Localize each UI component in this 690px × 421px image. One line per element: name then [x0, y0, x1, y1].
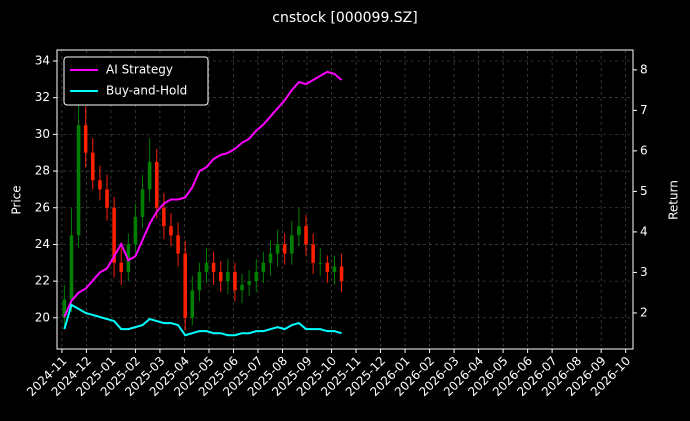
- candle-body: [226, 271, 230, 282]
- y2-tick-label: 2: [640, 305, 648, 319]
- y2-tick-label: 7: [640, 103, 648, 117]
- y-tick-label: 32: [35, 90, 50, 104]
- y-tick-label: 28: [35, 164, 50, 178]
- y-axis-label: Price: [10, 185, 24, 214]
- candle-body: [261, 262, 266, 272]
- candle-body: [211, 262, 216, 272]
- candle-body: [62, 299, 67, 318]
- candle-body: [304, 226, 308, 245]
- candle-body: [147, 161, 152, 190]
- y-tick-label: 30: [35, 127, 50, 141]
- candle-body: [133, 216, 138, 245]
- candle-body: [162, 207, 166, 227]
- legend-label: AI Strategy: [106, 63, 173, 77]
- y-tick-label: 24: [35, 237, 50, 251]
- y2-tick-label: 5: [640, 184, 648, 198]
- candle-body: [176, 235, 180, 254]
- candle-body: [169, 226, 173, 236]
- candle-body: [240, 284, 244, 291]
- candle-body: [311, 244, 315, 263]
- candle-body: [183, 253, 187, 318]
- candle-body: [233, 271, 237, 291]
- candle-body: [91, 152, 95, 181]
- chart-title: cnstock [000099.SZ]: [272, 10, 417, 26]
- candle-body: [69, 235, 74, 300]
- y2-axis-label: Return: [667, 180, 681, 220]
- candle-body: [83, 125, 88, 153]
- candle-body: [332, 266, 337, 272]
- y-tick-label: 22: [35, 274, 50, 288]
- candle-body: [190, 290, 195, 318]
- y2-tick-label: 4: [640, 224, 648, 238]
- candle-body: [247, 281, 251, 285]
- plot-frame: [56, 49, 634, 350]
- candle-body: [339, 266, 344, 282]
- candle-body: [119, 262, 123, 272]
- y2-tick-label: 6: [640, 143, 648, 157]
- series-line: [63, 303, 342, 337]
- candle-body: [290, 235, 294, 254]
- candle-body: [105, 189, 109, 208]
- candle-body: [112, 207, 116, 263]
- candle-body: [76, 125, 81, 236]
- candle-body: [197, 271, 202, 291]
- candle-body: [98, 180, 102, 190]
- series-line: [63, 70, 343, 318]
- candle-body: [254, 271, 259, 282]
- candle-body: [297, 226, 301, 236]
- candle-body: [275, 244, 280, 254]
- candle-body: [218, 271, 223, 282]
- legend-label: Buy-and-Hold: [106, 84, 187, 98]
- candle-body: [268, 253, 273, 263]
- y-tick-label: 20: [35, 310, 50, 324]
- candle-body: [204, 262, 209, 272]
- candle-body: [318, 262, 323, 264]
- y2-tick-label: 8: [640, 62, 648, 76]
- y2-tick-label: 3: [640, 265, 648, 279]
- y-tick-label: 34: [35, 54, 50, 68]
- y-tick-label: 26: [35, 200, 50, 214]
- legend-box: [63, 56, 209, 106]
- candle-body: [325, 262, 330, 272]
- candle-body: [140, 189, 145, 217]
- candle-body: [282, 244, 287, 254]
- candle-body: [154, 161, 159, 208]
